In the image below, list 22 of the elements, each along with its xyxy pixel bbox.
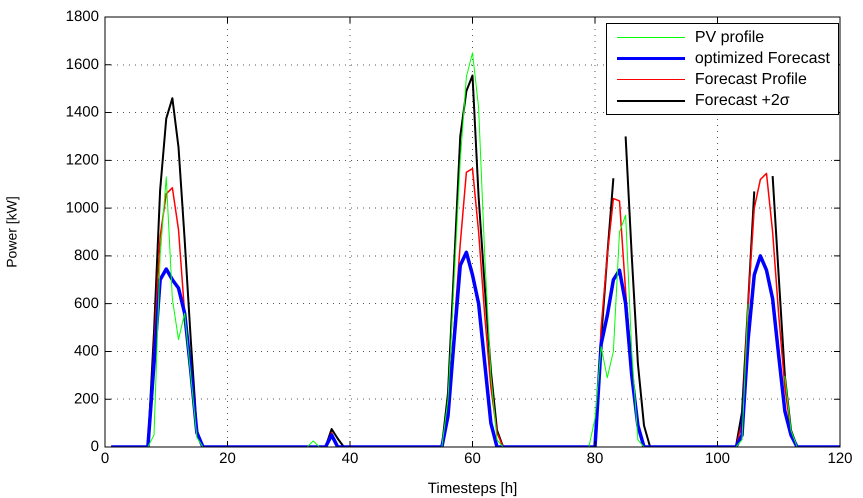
- legend-label: optimized Forecast: [694, 49, 830, 69]
- y-tick-label: 0: [90, 438, 99, 456]
- x-tick-label: 60: [464, 450, 481, 468]
- legend-label: PV profile: [694, 28, 764, 48]
- y-tick-label: 1200: [66, 151, 99, 168]
- x-tick-label: 20: [219, 450, 236, 468]
- y-tick-label: 1800: [66, 8, 99, 26]
- y-tick-label: 600: [74, 294, 99, 312]
- y-tick-label: 200: [74, 390, 99, 408]
- y-tick-label: 400: [74, 342, 99, 360]
- legend-label: Forecast Profile: [694, 70, 807, 90]
- y-tick-label: 800: [74, 247, 99, 264]
- x-tick-label: 40: [342, 450, 358, 468]
- x-tick-label: 100: [704, 450, 730, 468]
- x-axis-title: Timesteps [h]: [428, 480, 518, 498]
- y-tick-label: 1400: [66, 104, 99, 121]
- y-axis-title: Power [kW]: [3, 196, 20, 268]
- x-tick-label: 120: [827, 450, 853, 468]
- x-tick-label: 80: [586, 450, 604, 468]
- y-tick-label: 1000: [66, 199, 99, 216]
- legend-label: Forecast +2σ: [694, 91, 790, 111]
- y-tick-label: 1600: [66, 56, 99, 73]
